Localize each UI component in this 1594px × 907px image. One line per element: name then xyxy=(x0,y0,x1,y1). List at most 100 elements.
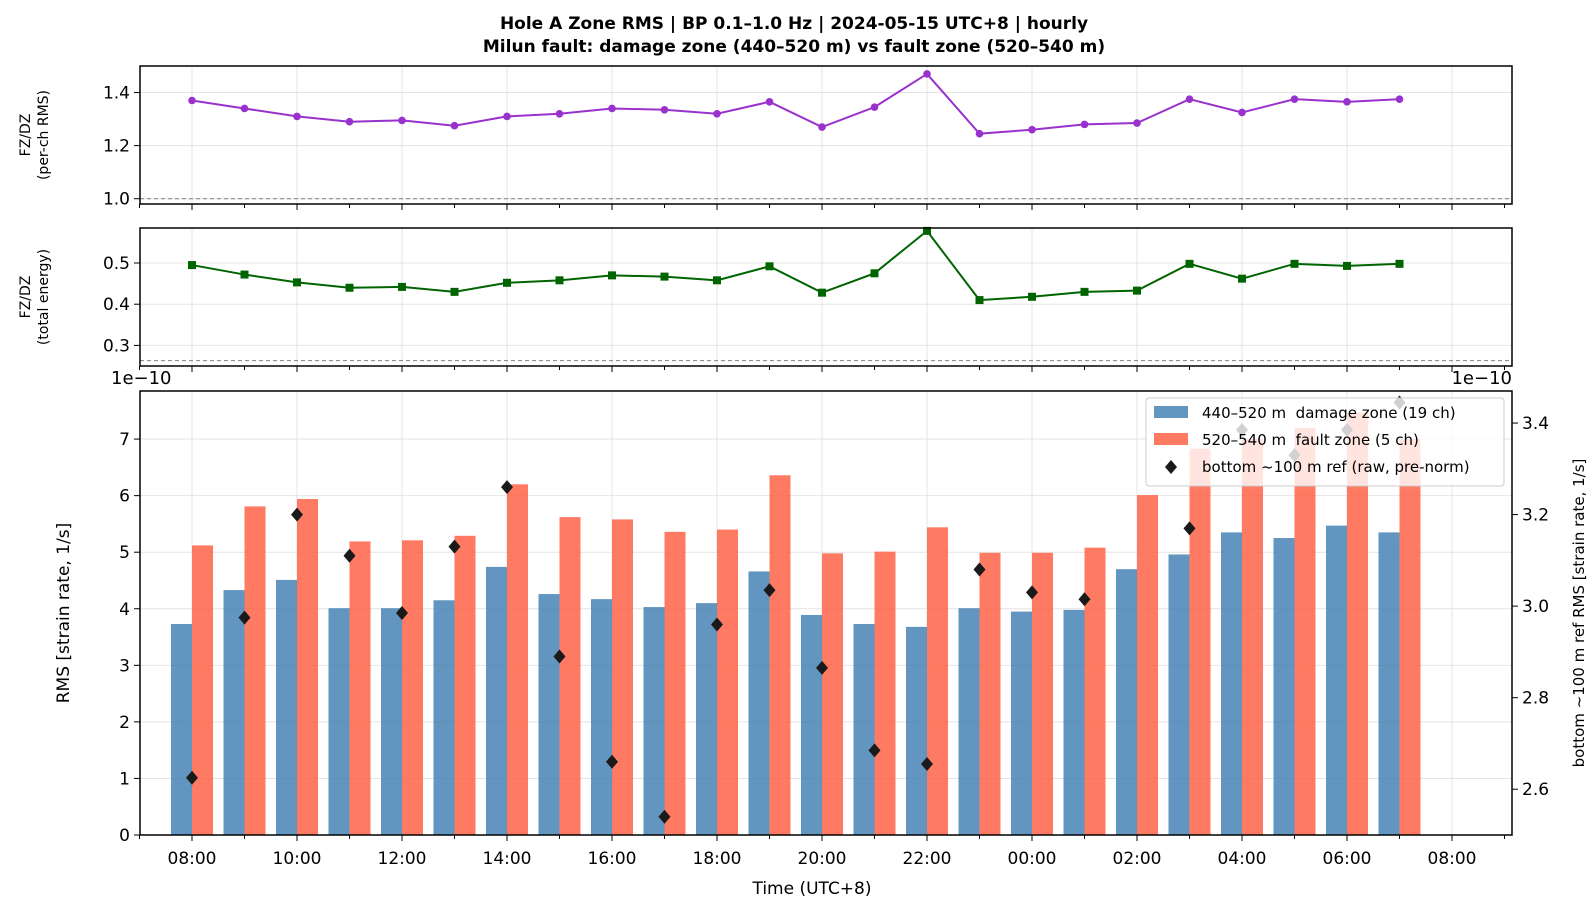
ratio-rms-marker xyxy=(345,117,354,126)
legend-label-damage-zone: 440–520 m damage zone (19 ch) xyxy=(1202,404,1456,422)
fault-zone-bar xyxy=(1137,495,1158,835)
time-xtick-label: 10:00 xyxy=(273,849,322,869)
damage-zone-bar xyxy=(591,599,612,835)
time-xtick-label: 08:00 xyxy=(1428,849,1477,869)
ratio-energy-marker xyxy=(345,283,354,292)
ratio-energy-marker xyxy=(765,262,774,271)
time-xtick-label: 14:00 xyxy=(483,849,532,869)
damage-zone-bar xyxy=(538,594,560,835)
reference-point xyxy=(238,610,251,625)
ratio-rms-marker xyxy=(1290,95,1299,103)
ratio-rms-marker xyxy=(1133,119,1141,127)
ratio-energy-marker xyxy=(555,276,564,285)
ratio-rms-marker xyxy=(1080,120,1089,129)
damage-zone-bar xyxy=(1273,538,1295,835)
title-line-2: Milun fault: damage zone (440–520 m) vs … xyxy=(483,37,1105,57)
ratio-rms-marker xyxy=(450,121,459,130)
fault-zone-bar xyxy=(349,541,371,835)
fault-zone-bar xyxy=(927,527,948,835)
damage-zone-bar xyxy=(853,624,875,835)
title-line-1: Hole A Zone RMS | BP 0.1–1.0 Hz | 2024-0… xyxy=(500,14,1088,34)
damage-zone-bar xyxy=(328,608,350,835)
damage-zone-bar xyxy=(433,600,455,835)
ratio-energy-marker xyxy=(1185,259,1194,268)
fault-zone-bar xyxy=(664,531,686,835)
reference-ylabel: bottom ~100 m ref RMS [strain rate, 1/s] xyxy=(1570,459,1588,768)
ratio-energy-marker xyxy=(608,271,616,280)
rms-ytick-label: 2 xyxy=(119,713,130,733)
reference-point xyxy=(1183,521,1196,536)
ratio-energy-marker xyxy=(923,226,931,235)
fault-zone-bar xyxy=(454,535,476,835)
ratio-energy-panel: 0.3 0.4 0.5 FZ/DZ (total energy) xyxy=(18,226,1513,372)
reference-ytick-label: 3.2 xyxy=(1522,506,1549,526)
time-xtick-label: 22:00 xyxy=(903,849,952,869)
reference-ytick-label: 3.0 xyxy=(1522,597,1549,617)
ratio-rms-marker xyxy=(1028,125,1036,134)
reference-point xyxy=(658,809,671,824)
damage-zone-bar xyxy=(1011,611,1032,835)
time-xtick-label: 06:00 xyxy=(1323,849,1372,869)
fault-zone-bar xyxy=(612,519,633,835)
fault-zone-bar xyxy=(1399,439,1421,835)
ratio-energy-marker xyxy=(1343,261,1351,270)
ratio-rms-marker xyxy=(923,70,931,78)
ratio-energy-marker xyxy=(713,276,721,285)
damage-zone-bar xyxy=(906,626,927,835)
fault-zone-bar xyxy=(507,484,528,835)
fault-zone-bar xyxy=(559,517,581,835)
reference-point xyxy=(711,617,723,632)
damage-zone-bar xyxy=(801,614,822,835)
ratio-energy-marker xyxy=(1395,259,1404,268)
time-xtick-label: 00:00 xyxy=(1008,849,1057,869)
ratio-energy-axes-frame xyxy=(139,227,1513,367)
ratio-rms-marker xyxy=(975,129,984,138)
reference-point xyxy=(868,743,881,758)
rms-bars xyxy=(171,412,1421,835)
legend: 440–520 m damage zone (19 ch) 520–540 m … xyxy=(1145,397,1505,487)
ratio-energy-marker xyxy=(975,296,984,305)
rms-axes-frame xyxy=(139,390,1513,836)
ratio-energy-marker xyxy=(240,270,249,279)
damage-zone-bar xyxy=(748,571,770,835)
damage-zone-bar xyxy=(1116,569,1137,835)
ratio-rms-marker xyxy=(398,116,406,125)
ratio-energy-ytick-label: 0.3 xyxy=(103,336,130,356)
ratio-rms-axes-frame xyxy=(139,65,1513,205)
legend-swatch-fault-zone xyxy=(1154,433,1188,445)
reference-point xyxy=(553,649,566,664)
fault-zone-bar xyxy=(822,553,843,835)
reference-point xyxy=(291,507,303,522)
ratio-rms-panel: 1.0 1.2 1.4 FZ/DZ (per-ch RMS) xyxy=(18,65,1513,210)
fault-zone-bar xyxy=(769,475,791,835)
ratio-rms-marker xyxy=(608,104,616,113)
fault-zone-bar xyxy=(1347,412,1368,835)
legend-marker-reference xyxy=(1165,460,1177,474)
rms-ytick-label: 7 xyxy=(119,430,130,450)
legend-label-reference: bottom ~100 m ref (raw, pre-norm) xyxy=(1202,458,1470,476)
rms-ytick-label: 3 xyxy=(119,656,130,676)
ratio-rms-marker xyxy=(503,112,511,121)
rms-ytick-label: 0 xyxy=(119,826,130,846)
fault-zone-bar xyxy=(979,552,1001,835)
time-xtick-label: 08:00 xyxy=(168,849,217,869)
legend-swatch-damage-zone xyxy=(1154,406,1188,418)
reference-point xyxy=(186,770,198,785)
rms-ylabel: RMS [strain rate, 1/s] xyxy=(54,523,74,704)
ratio-energy-series xyxy=(188,226,1404,305)
ratio-rms-marker xyxy=(1343,98,1351,106)
ratio-rms-marker xyxy=(240,104,249,113)
ratio-rms-ytick-label: 1.4 xyxy=(103,84,130,104)
damage-zone-bar xyxy=(1168,554,1190,835)
ratio-rms-marker xyxy=(818,123,826,131)
reference-ytick-label: 2.8 xyxy=(1522,689,1549,709)
time-xlabel: Time (UTC+8) xyxy=(751,879,871,899)
ratio-energy-marker xyxy=(1238,274,1246,283)
ratio-rms-ylabel-line1: FZ/DZ xyxy=(18,114,34,157)
fault-zone-bar xyxy=(717,529,738,835)
ratio-energy-ytick-label: 0.5 xyxy=(103,254,130,274)
fault-zone-bar xyxy=(1242,439,1263,835)
damage-zone-bar xyxy=(381,608,402,835)
ratio-rms-ytick-label: 1.0 xyxy=(103,190,130,210)
ratio-energy-marker xyxy=(870,269,879,278)
